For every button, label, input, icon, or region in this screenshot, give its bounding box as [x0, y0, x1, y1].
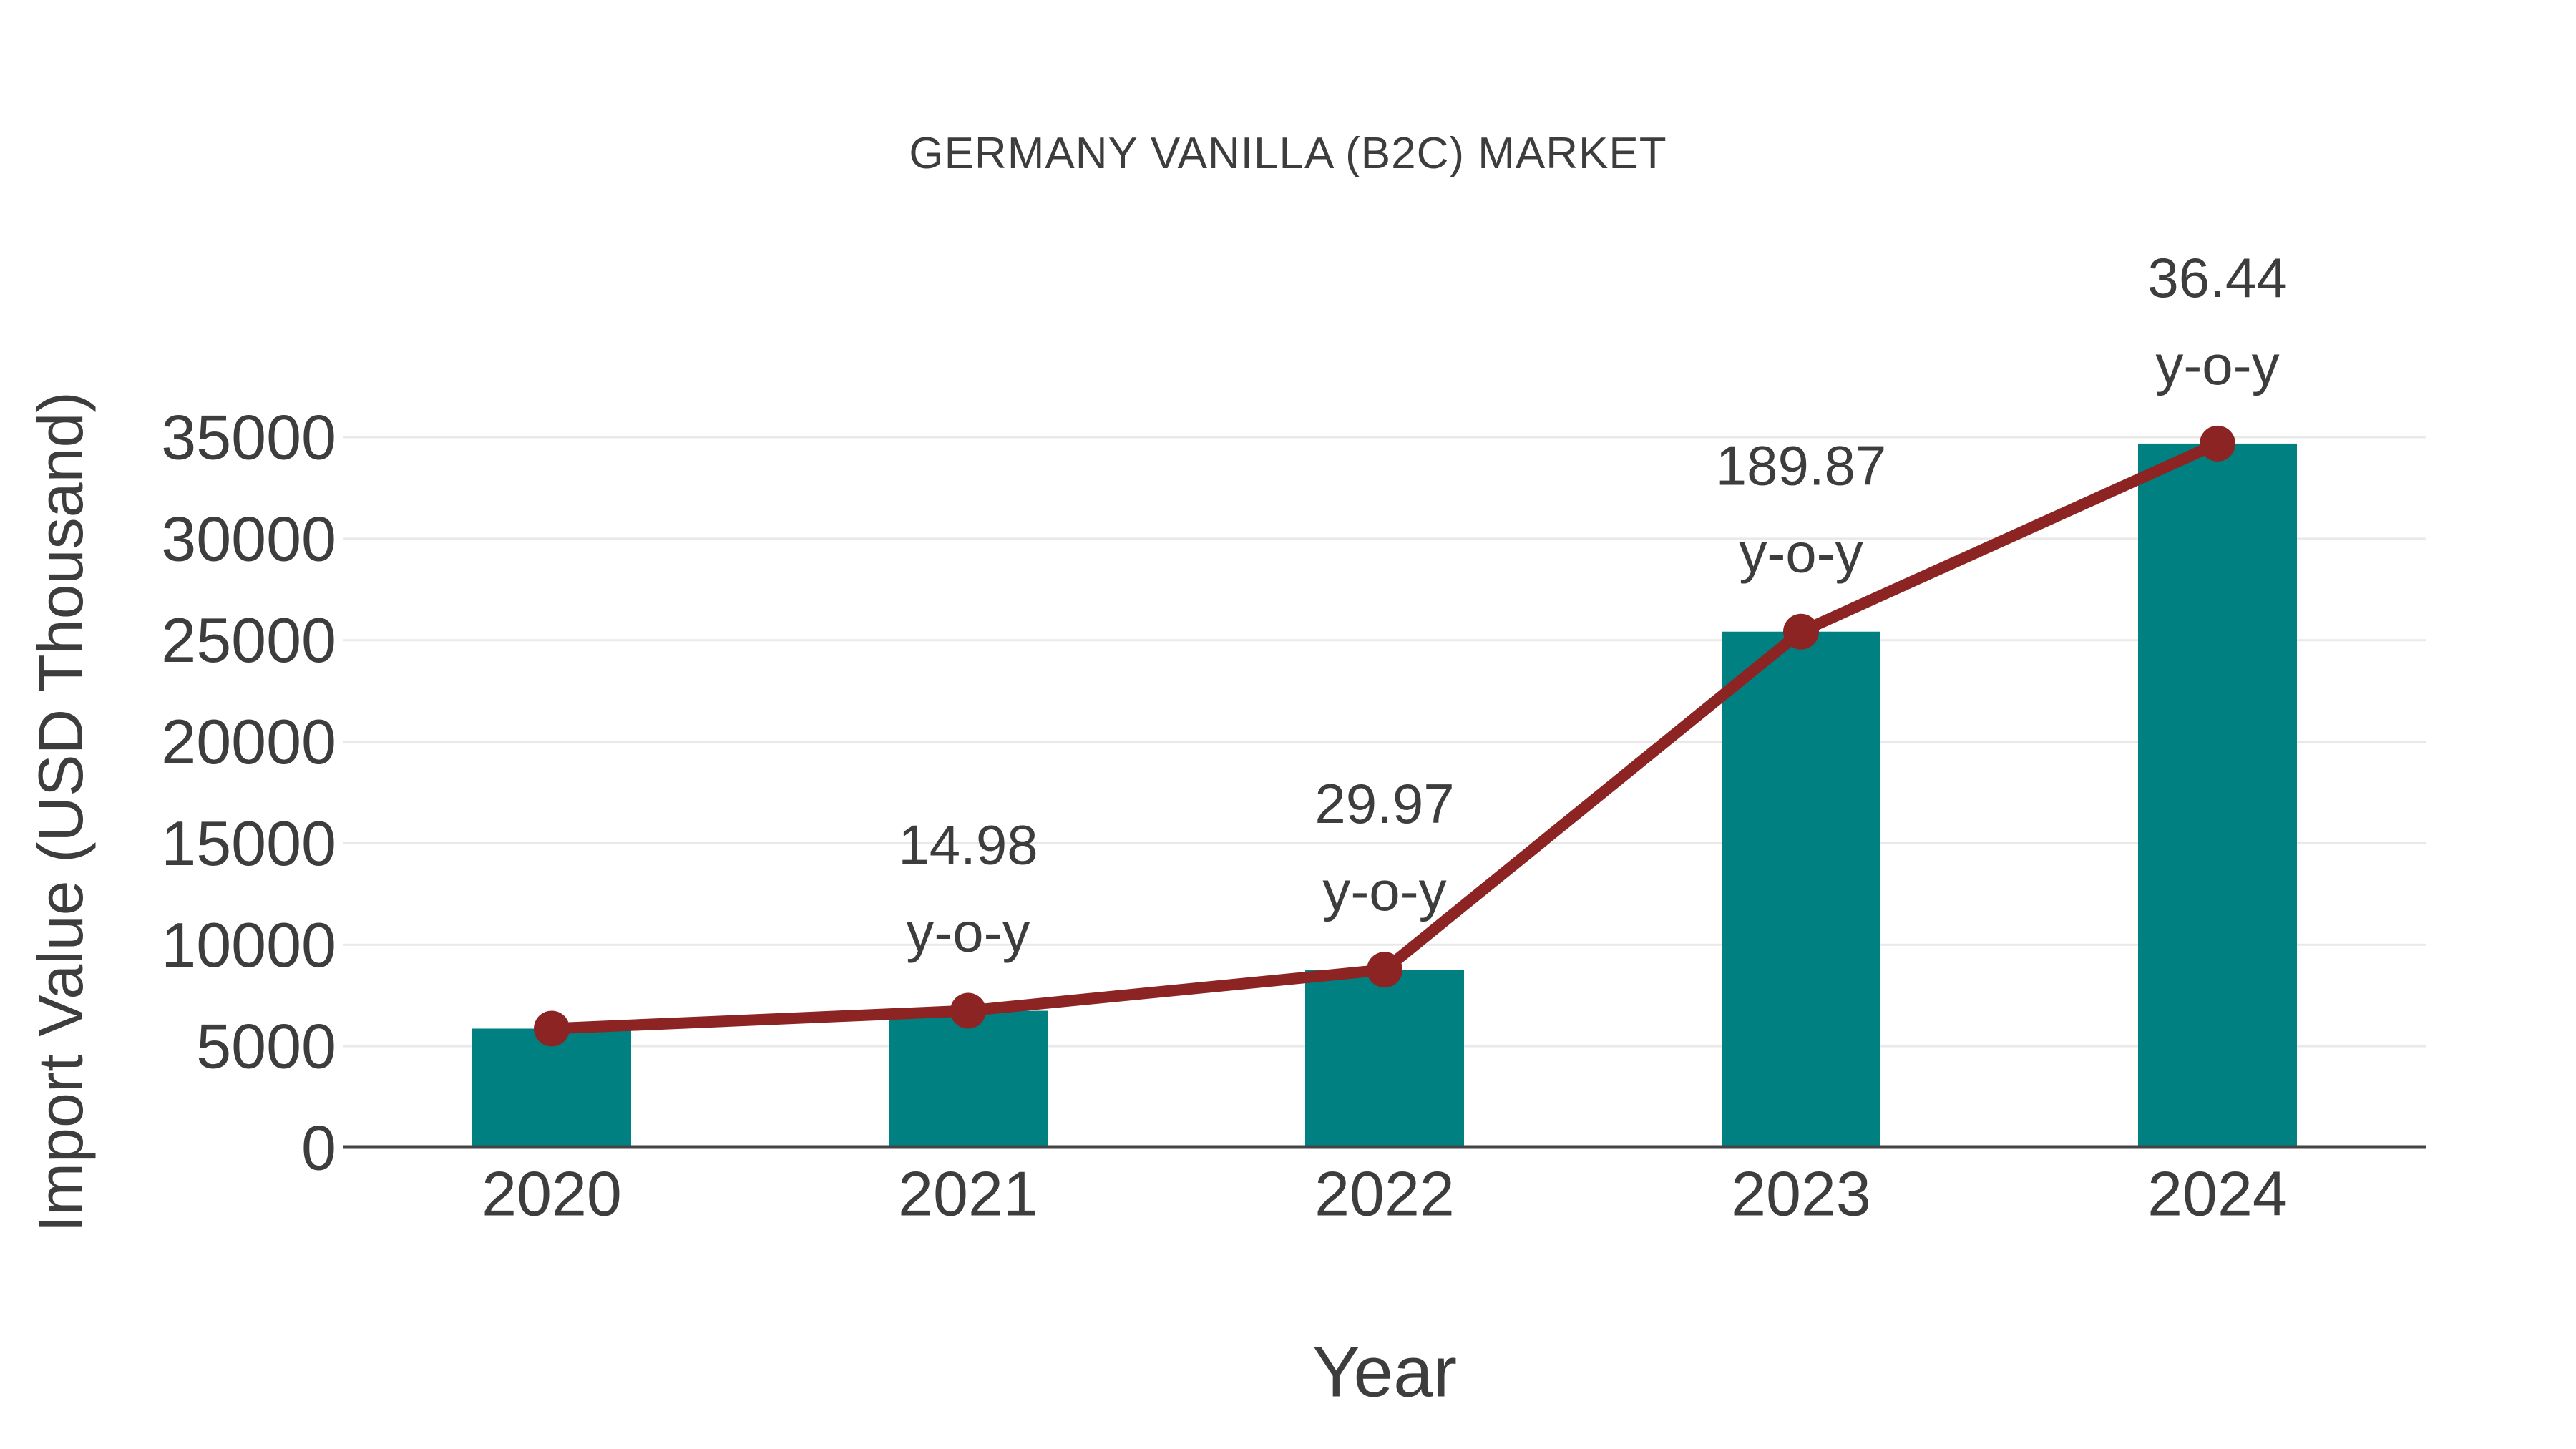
annotation-value: 14.98	[898, 814, 1038, 877]
x-tick-label: 2020	[482, 1158, 622, 1229]
bar	[889, 1010, 1048, 1148]
annotation-value: 189.87	[1716, 434, 1887, 497]
y-tick-label: 35000	[161, 402, 336, 473]
x-tick-label: 2023	[1731, 1158, 1871, 1229]
data-point-marker	[534, 1010, 570, 1047]
annotation-label: y-o-y	[1322, 859, 1446, 922]
bar	[1305, 970, 1464, 1148]
x-tick-label: 2022	[1314, 1158, 1455, 1229]
bar	[472, 1028, 631, 1148]
y-axis-title: Import Value (USD Thousand)	[25, 391, 96, 1233]
x-axis-title: Year	[1312, 1332, 1458, 1413]
y-tick-label: 5000	[196, 1011, 336, 1082]
data-point-marker	[1367, 952, 1402, 988]
data-point-marker	[2200, 425, 2235, 462]
bar	[2138, 443, 2297, 1148]
data-point-marker	[1783, 613, 1819, 650]
annotation-label: y-o-y	[2155, 333, 2279, 396]
bar	[1722, 631, 1880, 1148]
chart-title: GERMANY VANILLA (B2C) MARKET	[909, 129, 1667, 178]
y-tick-label: 15000	[161, 808, 336, 879]
y-tick-label: 30000	[161, 503, 336, 574]
x-tick-label: 2024	[2147, 1158, 2288, 1229]
annotation-label: y-o-y	[906, 901, 1030, 964]
x-tick-label: 2021	[898, 1158, 1038, 1229]
y-tick-label: 20000	[161, 706, 336, 777]
y-tick-label: 25000	[161, 605, 336, 675]
annotation-label: y-o-y	[1739, 522, 1863, 585]
trend-line	[551, 438, 2220, 1035]
y-tick-label: 0	[301, 1113, 336, 1184]
y-tick-label: 10000	[161, 909, 336, 980]
annotation-value: 29.97	[1314, 772, 1454, 835]
data-point-marker	[950, 992, 986, 1029]
annotation-value: 36.44	[2147, 246, 2287, 309]
